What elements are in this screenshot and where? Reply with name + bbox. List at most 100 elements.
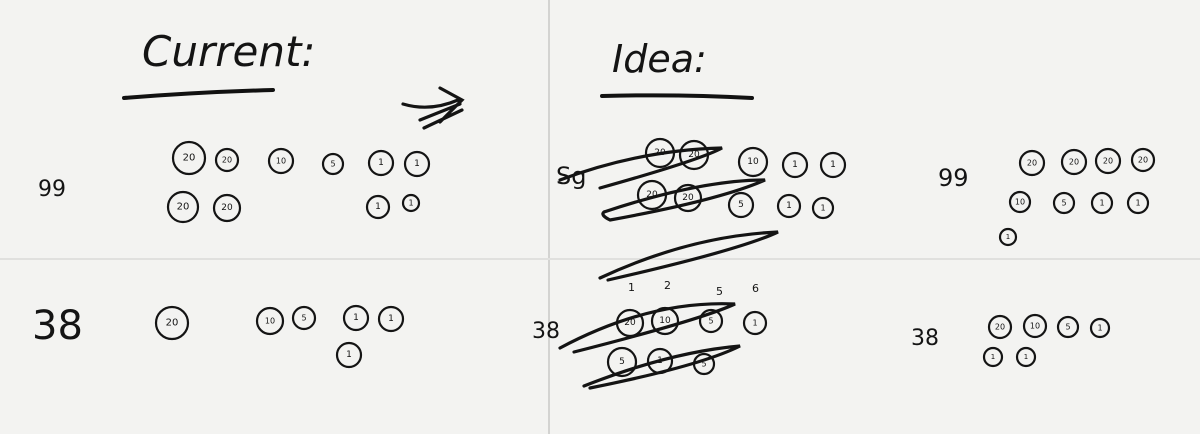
coin: 1: [776, 193, 802, 219]
svg-text:5: 5: [619, 357, 625, 367]
idea-38-column-numbers: 1 2 5 6: [628, 279, 759, 298]
svg-text:5: 5: [330, 160, 335, 169]
coin: 1: [367, 149, 395, 177]
arrow-icon: [401, 86, 465, 130]
svg-text:1: 1: [830, 160, 836, 170]
current-99-coins: 20 20 10 5 1 1 20 20 1 1: [166, 140, 431, 224]
svg-text:20: 20: [682, 193, 694, 203]
svg-text:1: 1: [792, 160, 798, 170]
coin: 10: [255, 306, 285, 336]
coin: 5: [1052, 191, 1076, 215]
coin: 20: [154, 305, 190, 341]
svg-text:10: 10: [747, 157, 759, 167]
coin: 20: [214, 147, 240, 173]
coin: 5: [321, 152, 345, 176]
svg-text:20: 20: [177, 202, 190, 213]
coin: 1: [342, 304, 370, 332]
svg-text:1: 1: [1097, 324, 1102, 333]
coin: 10: [267, 147, 295, 175]
coin: 20: [987, 314, 1013, 340]
svg-text:5: 5: [716, 285, 723, 298]
coin: 1: [819, 151, 847, 179]
coin: 20: [1130, 147, 1156, 173]
heading-current: Current:: [142, 27, 316, 76]
svg-text:20: 20: [183, 153, 196, 164]
heading-idea-underline: [600, 93, 754, 100]
svg-text:20: 20: [646, 190, 658, 200]
svg-text:1: 1: [408, 199, 413, 208]
idea-99-cross-outs: [558, 146, 779, 282]
svg-text:1: 1: [375, 202, 381, 212]
svg-text:20: 20: [166, 318, 179, 329]
svg-text:6: 6: [752, 282, 759, 295]
svg-text:5: 5: [738, 200, 744, 210]
coin: 5: [291, 305, 317, 331]
svg-text:1: 1: [628, 281, 635, 294]
svg-text:20: 20: [995, 323, 1005, 332]
svg-text:1: 1: [752, 319, 757, 328]
coin: 1: [1090, 191, 1114, 215]
svg-text:10: 10: [659, 316, 671, 326]
coin: 1: [377, 305, 405, 333]
svg-text:5: 5: [1065, 323, 1070, 332]
coin: 10: [737, 146, 769, 178]
coin: 1: [403, 150, 431, 178]
coin: 5: [606, 346, 638, 378]
idea-38-amount: 38: [532, 319, 560, 344]
svg-text:5: 5: [708, 317, 713, 326]
coin: 20: [1060, 148, 1088, 176]
coin: 1: [1126, 191, 1150, 215]
coin: 1: [742, 310, 768, 336]
svg-text:1: 1: [388, 314, 394, 324]
heading-current-underline: [122, 88, 275, 100]
svg-text:1: 1: [820, 204, 825, 213]
svg-text:1: 1: [378, 158, 384, 168]
svg-text:5: 5: [1061, 199, 1066, 208]
svg-text:20: 20: [1138, 156, 1148, 165]
svg-text:10: 10: [265, 317, 275, 326]
heading-idea: Idea:: [612, 37, 707, 81]
svg-text:1: 1: [991, 353, 995, 361]
svg-text:20: 20: [1027, 159, 1037, 168]
svg-text:1: 1: [346, 350, 352, 360]
coin: 1: [982, 346, 1004, 368]
coin: 20: [212, 193, 242, 223]
coin: 1: [401, 193, 421, 213]
svg-text:20: 20: [222, 156, 232, 165]
result-38-amount: 38: [911, 326, 939, 351]
svg-text:20: 20: [221, 203, 233, 213]
coin: 1: [781, 151, 809, 179]
svg-text:20: 20: [688, 150, 700, 160]
current-38-amount: 38: [32, 303, 83, 349]
svg-text:1: 1: [1099, 199, 1104, 208]
svg-text:5: 5: [301, 314, 306, 323]
svg-text:20: 20: [624, 318, 636, 328]
coin: 1: [1015, 346, 1037, 368]
result-99-amount: 99: [938, 164, 969, 192]
coin: 1: [1089, 317, 1111, 339]
result-38-coins: 20 10 5 1 1 1: [982, 313, 1111, 368]
svg-text:1: 1: [414, 159, 420, 169]
result-99-coins: 20 20 20 20 10 5 1 1 1: [998, 147, 1156, 247]
svg-text:2: 2: [664, 279, 671, 292]
coin: 20: [166, 190, 200, 224]
svg-text:1: 1: [1135, 199, 1140, 208]
idea-38-cross-outs: [558, 302, 741, 390]
svg-text:5: 5: [701, 360, 706, 369]
current-38-coins: 20 10 5 1 1 1: [154, 304, 405, 369]
coin: 1: [335, 341, 363, 369]
svg-text:1: 1: [1006, 233, 1010, 241]
svg-text:20: 20: [1103, 157, 1113, 166]
paper-fold-line: [548, 0, 550, 434]
coin: 20: [171, 140, 207, 176]
coin: 10: [1022, 313, 1048, 339]
coin: 5: [698, 308, 724, 334]
coin: 1: [998, 227, 1018, 247]
svg-text:10: 10: [1030, 322, 1040, 331]
svg-text:20: 20: [1069, 158, 1079, 167]
svg-text:1: 1: [786, 201, 792, 211]
coin: 5: [1056, 315, 1080, 339]
paper-crease: [0, 258, 1200, 260]
